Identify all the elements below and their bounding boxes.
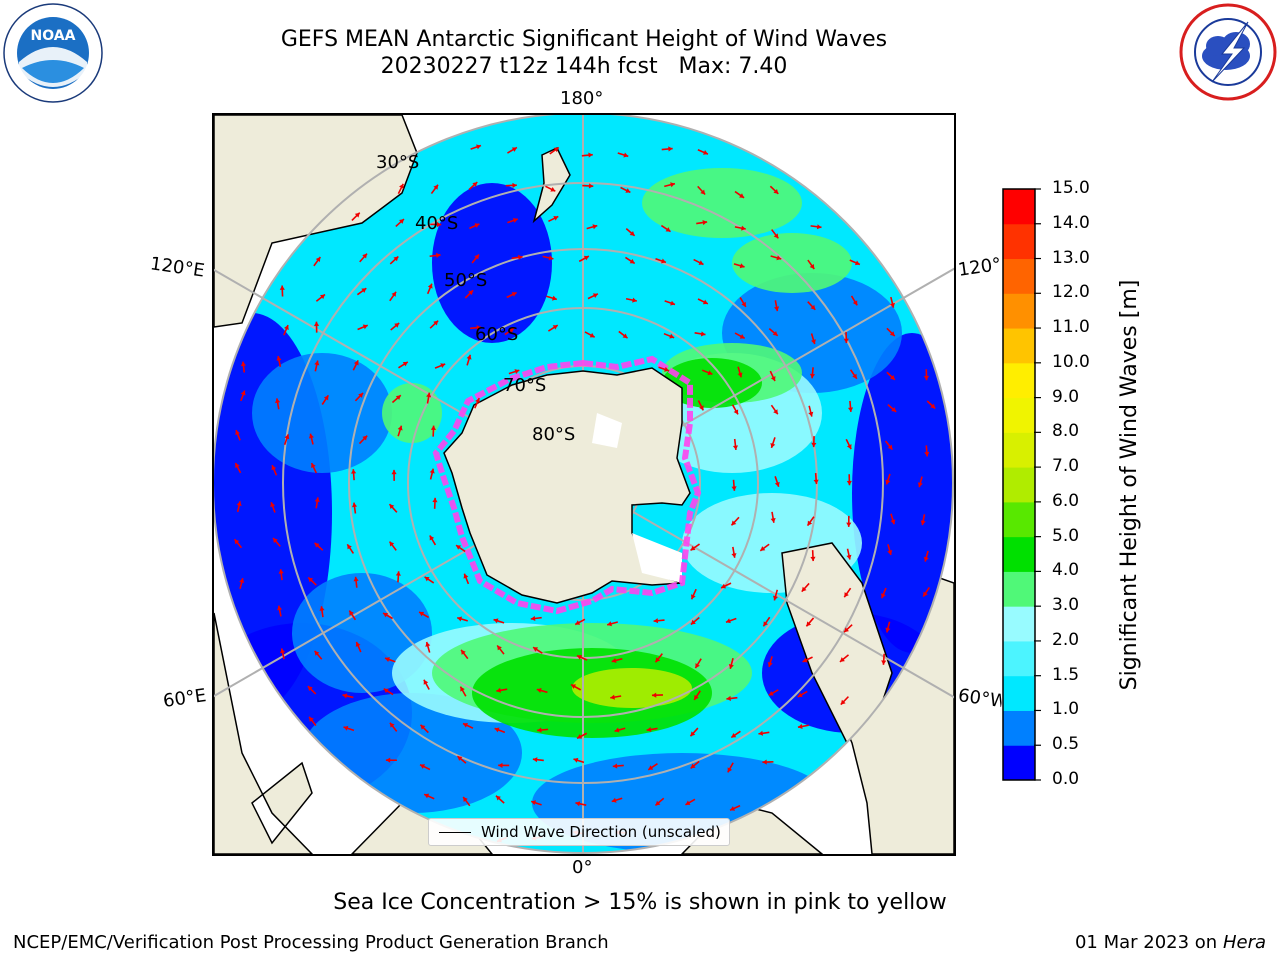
lon-label-180: 180° bbox=[560, 88, 604, 109]
lat-label-40s: 40°S bbox=[415, 213, 459, 234]
colorbar-tick-label: 0.5 bbox=[1052, 734, 1080, 755]
colorbar-tick-label: 1.5 bbox=[1052, 664, 1080, 685]
colorbar-tick-label: 4.0 bbox=[1052, 560, 1080, 581]
polar-map bbox=[212, 113, 956, 856]
noaa-logo: NOAA bbox=[3, 3, 103, 103]
colorbar-tick-label: 13.0 bbox=[1052, 247, 1090, 268]
colorbar-tick-label: 2.0 bbox=[1052, 629, 1080, 650]
colorbar-tick-label: 9.0 bbox=[1052, 386, 1080, 407]
colorbar-tick-label: 1.0 bbox=[1052, 699, 1080, 720]
legend-line-icon bbox=[439, 831, 471, 833]
colorbar-title: Significant Height of Wind Waves [m] bbox=[1117, 279, 1142, 691]
colorbar-tick-label: 15.0 bbox=[1052, 178, 1090, 198]
machine-name: Hera bbox=[1222, 932, 1266, 953]
lon-label-0: 0° bbox=[572, 857, 593, 878]
lat-label-80s: 80°S bbox=[532, 424, 576, 445]
colorbar-tick-label: 10.0 bbox=[1052, 351, 1090, 372]
sea-ice-note: Sea Ice Concentration > 15% is shown in … bbox=[333, 890, 947, 915]
colorbar-tick-label: 11.0 bbox=[1052, 317, 1090, 338]
colorbar-ticks bbox=[1034, 188, 1041, 781]
sea-ice-edge bbox=[432, 355, 702, 615]
date-text: 01 Mar 2023 on bbox=[1074, 932, 1218, 953]
colorbar-tick-label: 6.0 bbox=[1052, 490, 1080, 511]
colorbar-tick-label: 12.0 bbox=[1052, 282, 1090, 303]
lat-label-30s: 30°S bbox=[376, 152, 420, 173]
colorbar-tick-label: 7.0 bbox=[1052, 456, 1080, 477]
colorbar-tick-label: 14.0 bbox=[1052, 212, 1090, 233]
antarctica-landmass bbox=[443, 367, 691, 604]
lat-label-50s: 50°S bbox=[444, 270, 488, 291]
colorbar-tick-label: 0.0 bbox=[1052, 769, 1080, 789]
map-legend: Wind Wave Direction (unscaled) bbox=[428, 818, 730, 846]
nws-logo bbox=[1179, 3, 1277, 101]
lat-label-70s: 70°S bbox=[503, 375, 547, 396]
colorbar bbox=[1002, 188, 1036, 781]
lon-label-60e: 60°E bbox=[161, 685, 208, 712]
lat-label-60s: 60°S bbox=[475, 324, 519, 345]
lon-label-120e: 120°E bbox=[148, 253, 206, 282]
colorbar-tick-label: 3.0 bbox=[1052, 595, 1080, 616]
datestamp: 01 Mar 2023 on Hera bbox=[1075, 932, 1266, 953]
chart-subtitle: 20230227 t12z 144h fcst Max: 7.40 bbox=[380, 54, 788, 79]
branch-credit: NCEP/EMC/Verification Post Processing Pr… bbox=[13, 932, 609, 953]
noaa-logo-text: NOAA bbox=[31, 28, 76, 44]
lon-label-60w: 60°W bbox=[956, 685, 1004, 712]
colorbar-tick-label: 8.0 bbox=[1052, 421, 1080, 442]
lon-label-120w: 120°W bbox=[956, 254, 1002, 281]
wave-direction-arrows bbox=[233, 144, 936, 843]
chart-title: GEFS MEAN Antarctic Significant Height o… bbox=[280, 27, 888, 52]
ice-shelf bbox=[592, 413, 682, 583]
legend-label: Wind Wave Direction (unscaled) bbox=[481, 823, 721, 841]
colorbar-tick-label: 5.0 bbox=[1052, 525, 1080, 546]
